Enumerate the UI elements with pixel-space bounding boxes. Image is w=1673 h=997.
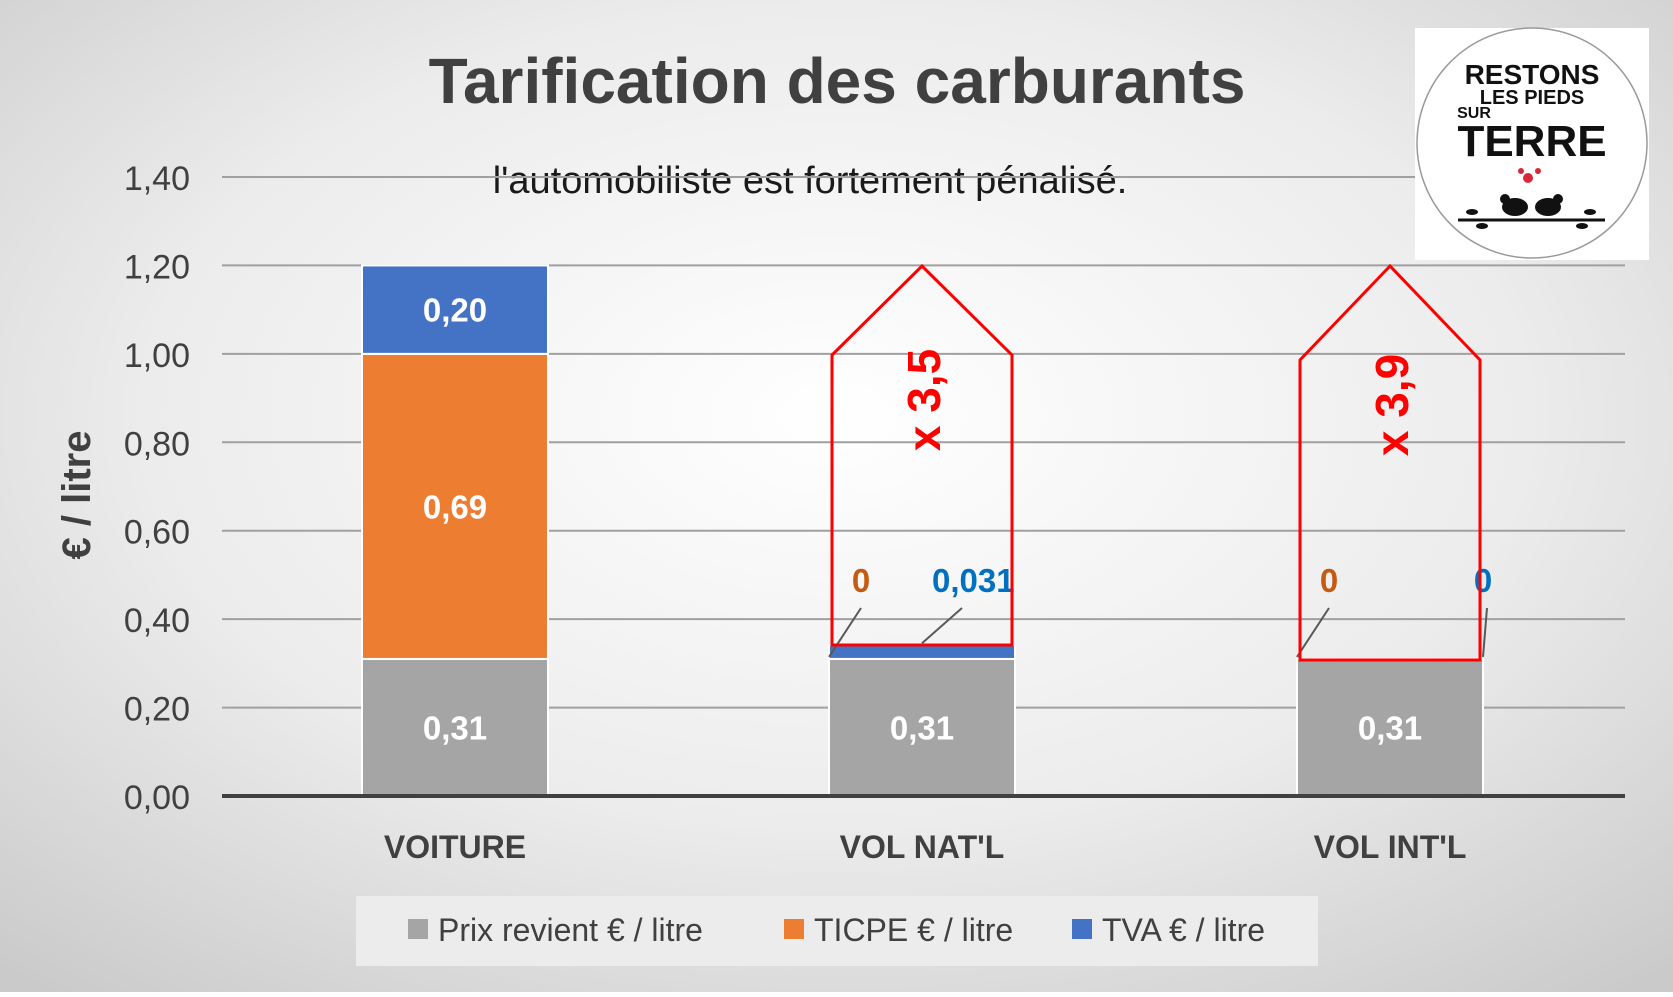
multiplier-callout-shape [1298,263,1482,662]
legend-swatch [408,919,428,939]
data-label: 0,69 [423,488,487,525]
legend-box [356,896,1318,966]
bar-segment [361,352,549,660]
y-tick-label: 1,20 [124,248,190,286]
y-tick-label: 1,40 [124,160,190,198]
birds-branch-icon [1458,194,1605,229]
multiplier-callout-shape [830,263,1014,647]
y-axis-ticks: 0,00 0,20 0,40 0,60 0,80 1,00 1,20 1,40 [124,160,190,817]
x-tick-label: VOL NAT'L [840,829,1005,865]
data-label: 0,31 [423,709,487,746]
y-tick-label: 0,00 [124,779,190,817]
logo-line2: LES PIEDS [1480,87,1584,109]
y-tick-label: 1,00 [124,337,190,375]
chart-title: Tarification des carburants [429,45,1246,117]
x-axis-labels: VOITURE VOL NAT'L VOL INT'L [384,829,1467,865]
logo: RESTONS LES PIEDS SUR TERRE [1415,27,1649,260]
leader-line [1482,607,1488,658]
legend-label: Prix revient € / litre [438,912,703,948]
multiplier-label: x 3,5 [898,349,950,451]
logo-line4: TERRE [1457,117,1606,166]
data-label: 0 [1474,562,1492,599]
legend-label: TVA € / litre [1102,912,1265,948]
bar-segment [1296,657,1484,798]
x-tick-label: VOL INT'L [1314,829,1467,865]
data-label: 0,31 [890,709,954,746]
legend-label: TICPE € / litre [814,912,1013,948]
logo-circle [1416,27,1648,259]
legend: Prix revient € / litre TICPE € / litre TVA… [356,896,1318,966]
data-label: 0 [852,562,870,599]
y-tick-label: 0,60 [124,514,190,552]
leader-line [921,607,963,644]
data-label: 0,031 [932,562,1015,599]
legend-swatch [784,919,804,939]
leader-line [828,607,862,658]
y-tick-label: 0,40 [124,602,190,640]
bar-segment [828,644,1016,660]
x-tick-label: VOITURE [384,829,526,865]
bar-segment [361,264,549,355]
chart-subtitle: l'automobiliste est fortement pénalisé. [493,160,1128,202]
annotations: x 3,5 x 3,9 [830,263,1482,662]
bars: 0,31 0,69 0,20 0,31 0 0,031 0,31 0 0 [361,264,1492,798]
legend-swatch [1072,919,1092,939]
data-label: 0,31 [1358,709,1422,746]
logo-line1: RESTONS [1465,59,1600,90]
data-label: 0,20 [423,292,487,329]
logo-line3: SUR [1457,105,1491,122]
leader-lines [828,607,1488,658]
y-axis-label: € / litre [55,431,99,560]
leader-line [1296,607,1330,658]
multiplier-label: x 3,9 [1366,354,1418,456]
data-label: 0 [1320,562,1338,599]
y-tick-label: 0,20 [124,691,190,729]
y-tick-label: 0,80 [124,425,190,463]
hearts-icon [1518,168,1541,183]
